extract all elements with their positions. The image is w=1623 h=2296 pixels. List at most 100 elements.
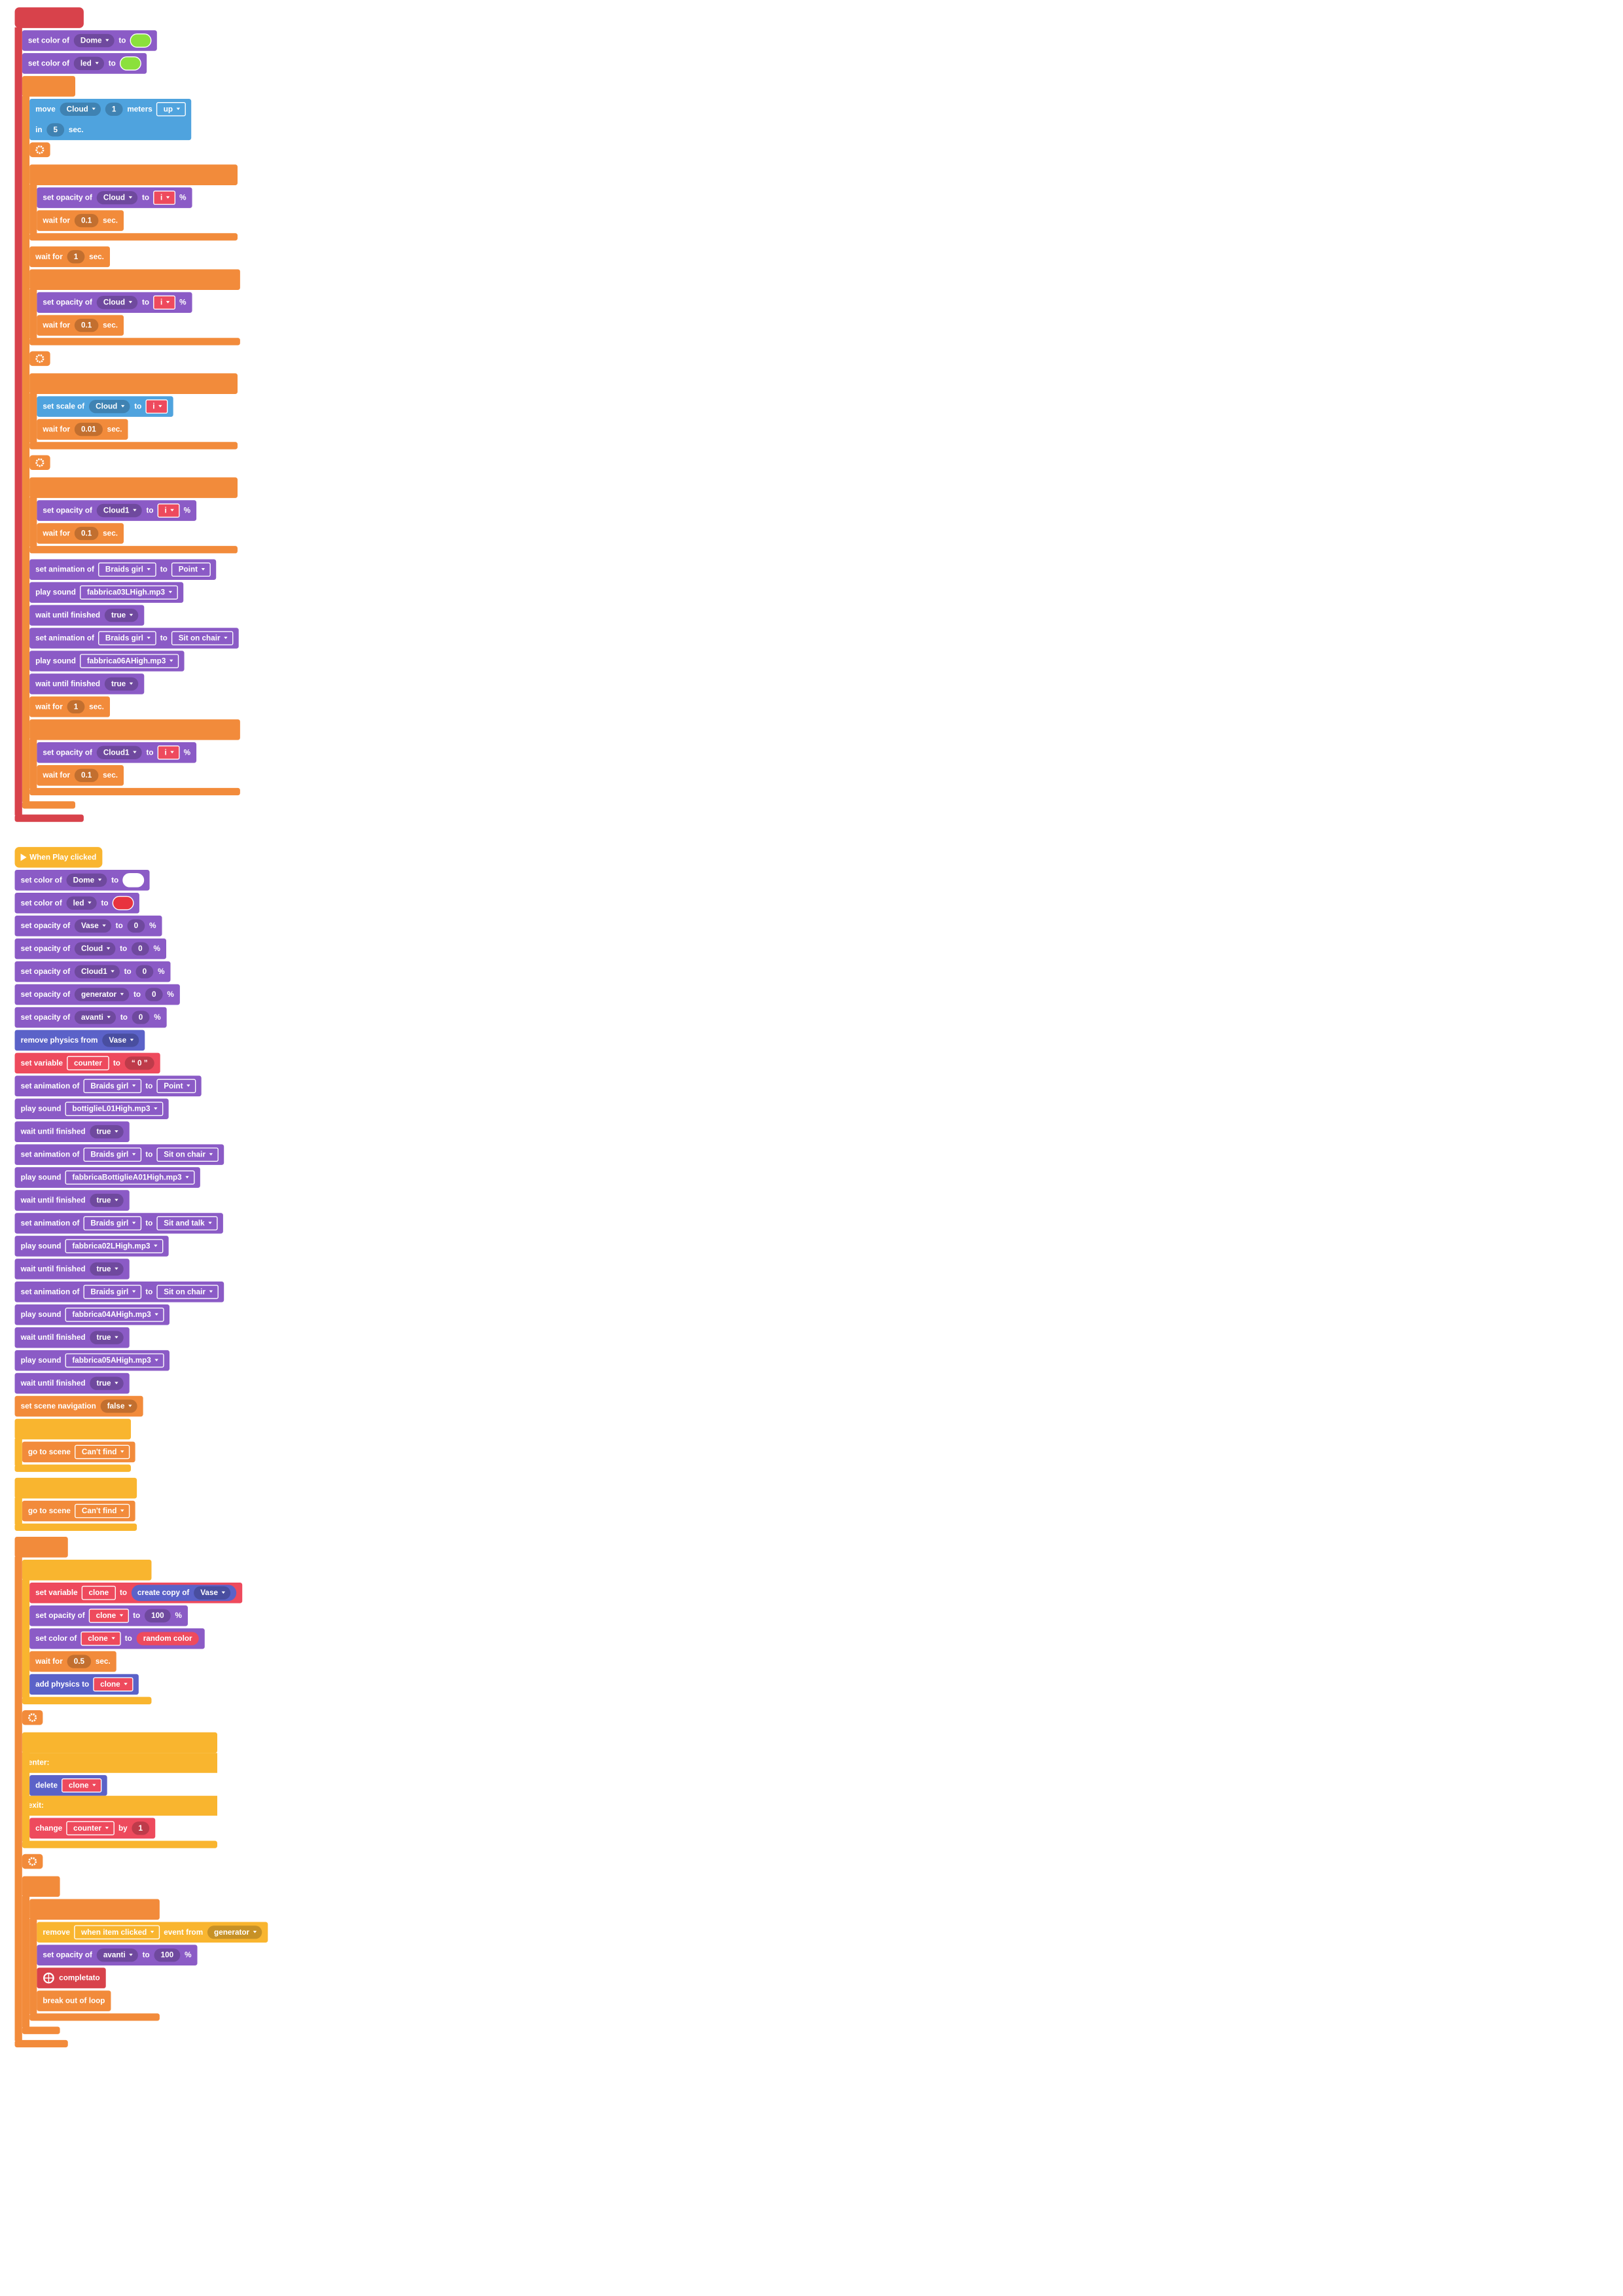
value-pill[interactable] — [74, 526, 99, 541]
dropdown[interactable] — [65, 1307, 164, 1322]
dropdown[interactable] — [74, 965, 120, 978]
block-body[interactable] — [14, 1418, 132, 1440]
dropdown[interactable] — [156, 1216, 218, 1230]
dropdown[interactable] — [102, 1033, 139, 1047]
value-pill[interactable] — [124, 1056, 154, 1070]
block-body[interactable] — [22, 76, 76, 97]
dropdown[interactable] — [207, 1926, 262, 1939]
block-body[interactable] — [29, 582, 184, 603]
hat-block[interactable] — [14, 847, 103, 868]
dropdown[interactable] — [74, 919, 111, 933]
value-pill[interactable] — [74, 422, 103, 437]
dropdown[interactable] — [83, 1079, 142, 1094]
value-pill[interactable] — [74, 318, 99, 332]
dropdown[interactable] — [60, 102, 101, 116]
dropdown[interactable] — [75, 1444, 130, 1460]
dropdown[interactable] — [156, 102, 186, 117]
block-body[interactable] — [14, 1537, 68, 1558]
value-pill[interactable] — [105, 102, 123, 116]
dropdown[interactable] — [96, 503, 142, 518]
dropdown[interactable] — [156, 1079, 196, 1094]
dropdown[interactable] — [65, 1353, 164, 1368]
value-pill[interactable] — [74, 213, 99, 228]
block-body[interactable] — [14, 1350, 170, 1371]
branch-button[interactable] — [29, 351, 50, 367]
dropdown[interactable] — [93, 1677, 134, 1692]
value-pill[interactable] — [67, 1655, 92, 1668]
color-swatch[interactable] — [122, 872, 145, 888]
block-body[interactable] — [14, 1282, 224, 1302]
dropdown[interactable] — [83, 1284, 142, 1299]
dropdown[interactable] — [104, 677, 139, 691]
color-swatch[interactable] — [130, 33, 152, 48]
dropdown[interactable] — [90, 1376, 124, 1390]
block-body[interactable] — [37, 1967, 106, 1988]
value-pill[interactable] — [136, 1632, 199, 1645]
dropdown[interactable] — [83, 1147, 142, 1162]
block-body[interactable] — [29, 1899, 160, 1920]
branch-button[interactable] — [29, 455, 50, 471]
block-body[interactable] — [22, 1441, 135, 1463]
dropdown[interactable] — [96, 190, 138, 205]
value-pill[interactable] — [135, 965, 154, 978]
block-body[interactable] — [29, 373, 238, 394]
value-pill[interactable] — [144, 1609, 171, 1623]
dropdown[interactable] — [90, 1193, 124, 1208]
value-pill[interactable] — [127, 919, 145, 933]
dropdown[interactable] — [65, 1239, 164, 1253]
block-body[interactable] — [14, 1098, 169, 1120]
dropdown[interactable] — [83, 1216, 142, 1230]
block-body[interactable] — [22, 1732, 217, 1753]
block-body[interactable] — [29, 269, 240, 291]
dropdown[interactable] — [153, 295, 176, 310]
block-body[interactable] — [29, 719, 240, 740]
block-body[interactable] — [14, 1236, 169, 1257]
dropdown[interactable] — [66, 1821, 115, 1836]
value-pill[interactable] — [154, 1948, 181, 1962]
dropdown[interactable] — [153, 190, 176, 205]
block-body[interactable] — [29, 559, 217, 581]
value-pill[interactable] — [131, 942, 149, 956]
value-pill[interactable] — [145, 988, 163, 1001]
hat-block[interactable] — [14, 7, 84, 28]
dropdown[interactable] — [171, 562, 211, 577]
dropdown[interactable] — [73, 33, 115, 48]
dropdown[interactable] — [156, 1147, 219, 1162]
block-body[interactable] — [14, 1075, 202, 1097]
value-pill[interactable] — [74, 768, 99, 782]
dropdown[interactable] — [98, 631, 156, 645]
dropdown[interactable] — [96, 1948, 138, 1962]
dropdown[interactable] — [80, 585, 178, 600]
dropdown[interactable] — [74, 1011, 116, 1024]
dropdown[interactable] — [194, 1586, 231, 1600]
branch-button[interactable] — [22, 1710, 43, 1725]
value-pill[interactable] — [67, 700, 85, 714]
block-body[interactable] — [14, 1167, 200, 1188]
dropdown[interactable] — [74, 1925, 160, 1940]
dropdown[interactable] — [73, 56, 105, 71]
block-body[interactable] — [29, 651, 185, 672]
block-body[interactable] — [14, 1304, 170, 1325]
block-body[interactable] — [29, 477, 238, 498]
dropdown[interactable] — [90, 1125, 124, 1139]
value-pill[interactable] — [132, 1821, 150, 1835]
block-body[interactable] — [22, 1560, 152, 1581]
dropdown[interactable] — [90, 1262, 124, 1276]
dropdown[interactable] — [104, 608, 139, 622]
block-body[interactable] — [14, 1052, 160, 1074]
branch-button[interactable] — [29, 142, 50, 158]
dropdown[interactable] — [66, 873, 107, 887]
block-body[interactable] — [22, 1876, 60, 1897]
block-body[interactable] — [29, 1818, 156, 1839]
block-body[interactable] — [14, 1213, 223, 1234]
dropdown[interactable] — [98, 562, 156, 577]
block-body[interactable] — [14, 1144, 224, 1165]
dropdown[interactable] — [66, 896, 97, 910]
block-body[interactable] — [37, 1990, 111, 2011]
dropdown[interactable] — [65, 1170, 195, 1185]
dropdown[interactable] — [157, 745, 180, 760]
value-pill[interactable] — [132, 1011, 150, 1024]
dropdown[interactable] — [156, 1284, 219, 1299]
branch-button[interactable] — [22, 1854, 43, 1869]
dropdown[interactable] — [96, 296, 138, 310]
